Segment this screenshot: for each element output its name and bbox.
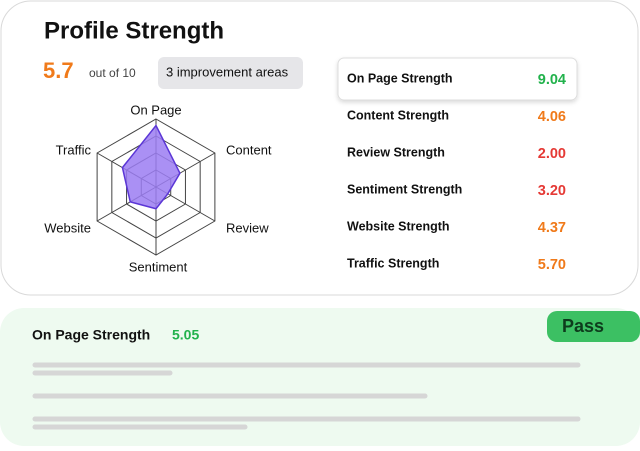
detail-label: On Page Strength xyxy=(32,327,150,343)
score-suffix: out of 10 xyxy=(89,66,136,80)
axis-label: Sentiment xyxy=(129,259,188,274)
strength-label: Content Strength xyxy=(347,108,449,122)
status: Pass xyxy=(562,316,604,336)
radar-area xyxy=(121,124,181,210)
badge-text: 3 improvement areas xyxy=(166,64,289,79)
title: Profile Strength xyxy=(44,17,224,44)
strength-label: On Page Strength xyxy=(347,71,453,85)
strength-value: 4.06 xyxy=(538,109,566,125)
axis-label: On Page xyxy=(130,102,181,117)
strength-label: Sentiment Strength xyxy=(347,182,462,196)
detail-card xyxy=(0,308,640,446)
axis-label: Website xyxy=(44,220,91,235)
axis-label: Review xyxy=(226,220,269,235)
score: 5.7 xyxy=(43,58,74,83)
placeholder-lines xyxy=(32,362,581,430)
axis-label: Traffic xyxy=(56,142,92,157)
strength-label: Review Strength xyxy=(347,145,445,159)
strength-value: 5.70 xyxy=(538,257,566,273)
radar-chart: On Page Content Review Sentiment Website Traf… xyxy=(44,102,272,274)
strength-label: Traffic Strength xyxy=(347,256,439,270)
strength-label: Website Strength xyxy=(347,219,450,233)
strength-value: 3.20 xyxy=(538,183,566,199)
strength-value: 9.04 xyxy=(538,72,566,88)
strength-value: 4.37 xyxy=(538,220,566,236)
strength-list: On Page Strength 9.04 Content Strength 4.06… xyxy=(347,71,566,273)
badge xyxy=(158,57,303,89)
highlight-row xyxy=(337,57,578,101)
strength-value: 2.00 xyxy=(538,146,566,162)
detail-value: 5.05 xyxy=(172,327,199,343)
status-badge xyxy=(547,311,640,342)
axis-label: Content xyxy=(226,142,272,157)
